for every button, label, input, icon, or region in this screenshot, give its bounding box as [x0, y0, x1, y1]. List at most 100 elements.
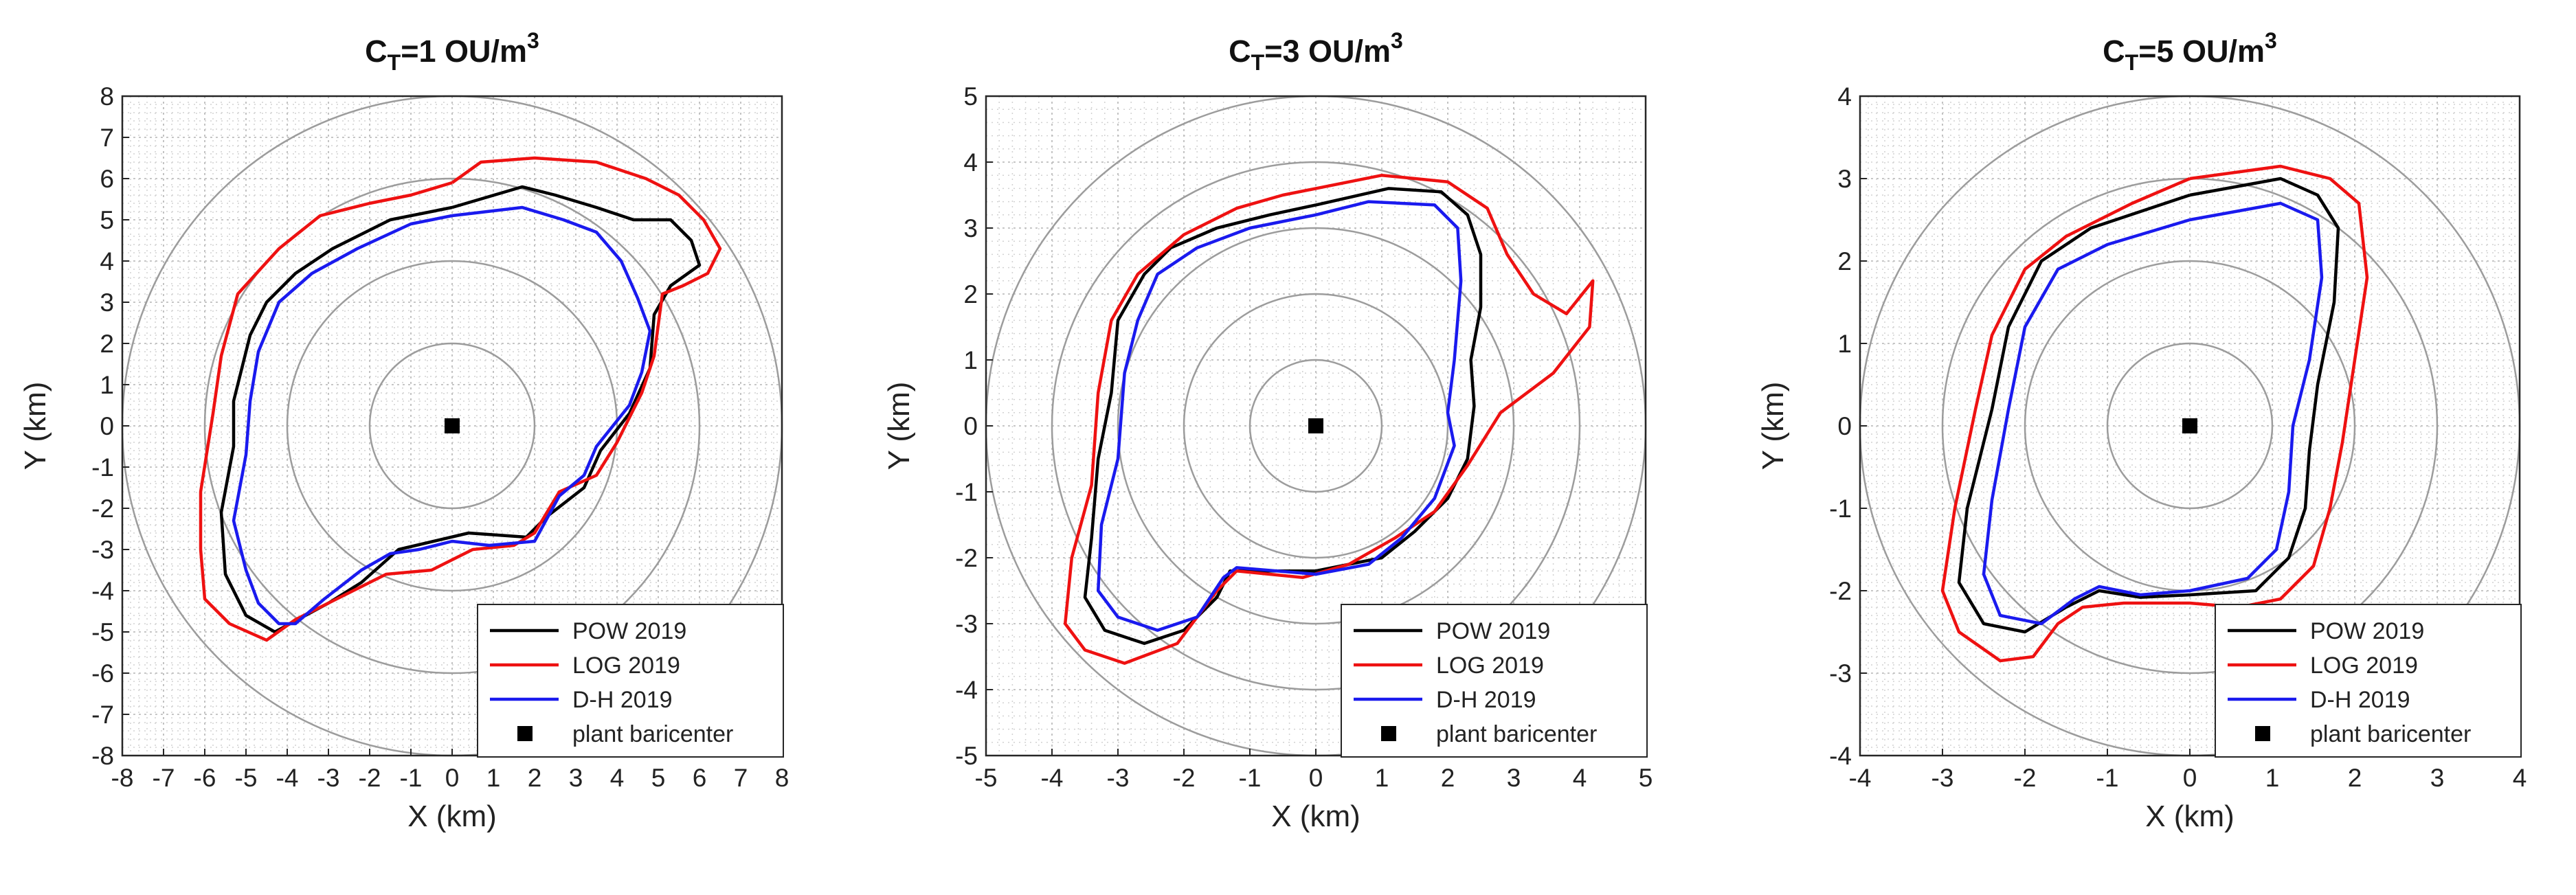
y-tick-label: -7 — [91, 701, 114, 729]
title-main: C — [365, 34, 388, 69]
title-subscript: T — [388, 50, 401, 75]
y-tick-label: 5 — [963, 82, 978, 111]
legend-label: plant baricenter — [2310, 721, 2471, 747]
reference-circle — [2106, 342, 2274, 510]
y-axis-label: Y (km) — [1756, 382, 1790, 471]
y-tick-label: -2 — [1829, 577, 1852, 605]
reference-circle — [1183, 293, 1449, 559]
x-tick-label: -3 — [1107, 764, 1130, 792]
x-tick-label: 2 — [2348, 764, 2362, 792]
x-tick-label: 0 — [445, 764, 460, 792]
y-axis-label: Y (km) — [19, 382, 52, 471]
title-rest: =5 OU/m — [2138, 34, 2265, 69]
x-tick-label: 6 — [693, 764, 707, 792]
x-tick-label: 4 — [1573, 764, 1587, 792]
baricenter-marker — [445, 418, 460, 433]
reference-circle — [1117, 227, 1515, 625]
y-tick-label: 1 — [1837, 330, 1852, 358]
y-tick-label: 7 — [100, 124, 114, 152]
legend-label: LOG 2019 — [572, 653, 680, 679]
x-tick-label: 2 — [1441, 764, 1455, 792]
series-line-d-h-2019 — [1096, 200, 1463, 632]
x-tick-label: 7 — [734, 764, 748, 792]
x-tick-label: 5 — [1639, 764, 1653, 792]
x-tick-label: 2 — [528, 764, 542, 792]
series-line-d-h-2019 — [232, 205, 652, 626]
baricenter-marker — [1308, 418, 1323, 433]
y-tick-label: -3 — [91, 536, 114, 564]
y-tick-label: 2 — [100, 330, 114, 358]
x-tick-label: -3 — [1931, 764, 1954, 792]
x-tick-label: -1 — [1239, 764, 1262, 792]
y-tick-label: 6 — [100, 165, 114, 193]
legend-label: D-H 2019 — [1436, 687, 1536, 713]
legend-baricenter-swatch — [517, 726, 533, 741]
legend-label: LOG 2019 — [2310, 653, 2418, 679]
legend: POW 2019 LOG 2019 D-H 2019 plant baricenter — [477, 604, 784, 758]
x-tick-label: -1 — [2096, 764, 2119, 792]
x-tick-label: -6 — [194, 764, 216, 792]
chart-panel-1: -8-8-7-7-6-6-5-5-4-4-3-3-2-2-1-100112233… — [19, 28, 789, 833]
legend-baricenter-swatch — [2255, 726, 2270, 741]
x-axis-label: X (km) — [1271, 800, 1360, 833]
series-line-pow-2019 — [1957, 177, 2340, 634]
y-tick-label: -2 — [955, 544, 978, 572]
x-tick-label: -2 — [1173, 764, 1196, 792]
x-tick-label: 1 — [2265, 764, 2280, 792]
y-tick-label: -5 — [955, 742, 978, 770]
legend-label: plant baricenter — [1436, 721, 1597, 747]
x-tick-label: 0 — [2183, 764, 2197, 792]
y-tick-label: 5 — [100, 206, 114, 234]
chart-title: CT=5 OU/m3 — [2103, 28, 2277, 75]
title-superscript: 3 — [527, 28, 539, 53]
y-tick-label: 8 — [100, 82, 114, 111]
x-tick-label: -8 — [111, 764, 134, 792]
y-tick-label: 2 — [963, 280, 978, 308]
chart-title: CT=3 OU/m3 — [1229, 28, 1403, 75]
y-tick-label: 4 — [963, 148, 978, 177]
y-tick-label: 0 — [1837, 412, 1852, 440]
baricenter-marker — [2182, 418, 2197, 433]
x-tick-label: -1 — [400, 764, 423, 792]
title-rest: =3 OU/m — [1264, 34, 1391, 69]
y-tick-label: -4 — [1829, 742, 1852, 770]
y-tick-label: -8 — [91, 742, 114, 770]
x-tick-label: -5 — [975, 764, 998, 792]
y-tick-label: 0 — [100, 412, 114, 440]
legend-label: POW 2019 — [572, 618, 686, 644]
x-tick-label: 8 — [775, 764, 789, 792]
y-tick-label: -6 — [91, 659, 114, 688]
legend-label: LOG 2019 — [1436, 653, 1544, 679]
title-superscript: 3 — [1391, 28, 1403, 53]
title-subscript: T — [2125, 50, 2139, 75]
ticks: -5-5 -4 -4 -3 -3 -2 -2 -1 -1 0 0 1 1 2 2 3 3 4 4 5 5 — [955, 82, 1653, 792]
x-tick-label: 5 — [651, 764, 666, 792]
x-tick-label: 1 — [486, 764, 501, 792]
x-tick-label: -4 — [1041, 764, 1064, 792]
legend-label: POW 2019 — [2310, 618, 2424, 644]
y-tick-label: -5 — [91, 618, 114, 646]
x-tick-label: -4 — [1849, 764, 1872, 792]
y-tick-label: 3 — [963, 214, 978, 242]
series-line-log-2019 — [1063, 173, 1595, 665]
x-tick-label: -3 — [317, 764, 340, 792]
title-main: C — [1229, 34, 1251, 69]
x-tick-label: 3 — [1507, 764, 1521, 792]
y-tick-label: -4 — [955, 676, 978, 704]
y-tick-label: -2 — [91, 495, 114, 523]
y-tick-label: 2 — [1837, 247, 1852, 275]
y-tick-label: 3 — [1837, 165, 1852, 193]
title-superscript: 3 — [2265, 28, 2277, 53]
reference-circle — [1248, 359, 1383, 493]
legend-baricenter-swatch — [1381, 726, 1396, 741]
legend-label: D-H 2019 — [572, 687, 673, 713]
x-tick-label: 3 — [569, 764, 583, 792]
series-line-log-2019 — [199, 156, 722, 642]
y-tick-label: 1 — [100, 371, 114, 399]
reference-circle — [286, 260, 618, 592]
legend-label: plant baricenter — [572, 721, 733, 747]
ticks: -8-8-7-7-6-6-5-5-4-4-3-3-2-2-1-100112233… — [91, 82, 789, 792]
ticks: -4-4 -3 -3 -2 -2 -1 -1 0 0 1 1 2 2 3 3 4 4 — [1829, 82, 2527, 792]
x-tick-label: 1 — [1375, 764, 1389, 792]
